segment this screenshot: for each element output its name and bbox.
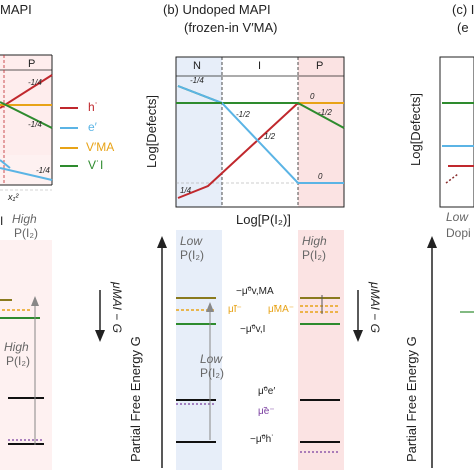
panel-b-title: (b) Undoped MAPI xyxy=(163,2,271,17)
b-low2-label: Low xyxy=(200,352,223,366)
a-legend-vi: V˙I xyxy=(88,158,104,172)
b-right-label: μMAI − G xyxy=(368,282,382,333)
b-slope-3: -1/2 xyxy=(236,110,250,119)
b-slope-1: 1/4 xyxy=(180,186,192,195)
b-plot-frame xyxy=(175,56,345,208)
panel-b-subtitle: (frozen-in V′MA) xyxy=(184,20,278,35)
b-high-sub: P(I₂) xyxy=(302,248,326,262)
b-energy-label: Partial Free Energy G xyxy=(128,336,143,462)
a-vi-line xyxy=(0,101,53,129)
a-x-tick: x₁² xyxy=(8,192,19,202)
b-region-p-bg xyxy=(298,57,344,207)
a-high-sub: P(I₂) xyxy=(14,226,38,240)
b-x-label: Log[P(I₂)] xyxy=(236,212,291,227)
b-level-1: −μ̃⁰v,MA xyxy=(236,286,274,297)
b-low-sub: P(I₂) xyxy=(180,248,204,262)
b-level-4: −μ̃⁰v,I xyxy=(240,324,266,335)
panel-a-title: MAPI xyxy=(0,2,32,17)
a-high2-label: High xyxy=(4,340,29,354)
a-e-line xyxy=(0,167,53,181)
a-legend-vma: V′MA xyxy=(86,140,115,154)
c-energy-label: Partial Free Energy G xyxy=(404,336,419,462)
a-y-label: μMAI − G xyxy=(110,282,124,333)
b-level-7: −μ̃⁰h˙ xyxy=(250,434,275,445)
b-region-p: P xyxy=(316,60,324,72)
b-energy-low-bg xyxy=(176,230,222,470)
b-high-label: High xyxy=(302,234,327,248)
b-level-5: μ̃⁰e′ xyxy=(258,386,276,397)
b-e-line xyxy=(177,85,344,184)
a-slope-2: -1/4 xyxy=(28,120,42,129)
b-energy-high-bg xyxy=(298,230,344,470)
c-x-sub: Dopi xyxy=(446,226,471,240)
b-region-i: I xyxy=(258,60,262,72)
c-y-label: Log[Defects] xyxy=(408,93,423,166)
panel-a-legend xyxy=(60,107,78,167)
b-slope-6: 0 xyxy=(310,92,315,101)
b-y-label: Log[Defects] xyxy=(144,95,159,168)
a-left-mark: I xyxy=(0,214,4,228)
b-slope-7: 0 xyxy=(318,172,323,181)
a-high-label: High xyxy=(12,212,37,226)
b-low-label: Low xyxy=(180,234,203,248)
b-slope-2: -1/4 xyxy=(190,76,204,85)
a-h-line xyxy=(0,74,53,109)
b-level-2: μ̃I⁻ xyxy=(228,304,242,315)
panel-c-subtitle: (e xyxy=(457,20,469,35)
a-high2-sub: P(I₂) xyxy=(6,354,30,368)
a-legend-h: h˙ xyxy=(88,100,99,114)
b-slope-5: -1/2 xyxy=(318,108,332,117)
b-region-n-bg xyxy=(176,57,222,207)
b-slope-4: 1/2 xyxy=(264,132,276,141)
a-slope-3: -1/4 xyxy=(36,166,50,175)
b-low2-sub: P(I₂) xyxy=(200,366,224,380)
c-x-label: Low xyxy=(446,210,469,224)
a-slope-1: -1/4 xyxy=(28,78,42,87)
panel-c-title: (c) I xyxy=(452,2,474,17)
a-legend-e: e′ xyxy=(88,120,97,134)
a-region-p: P xyxy=(28,58,36,70)
b-region-n: N xyxy=(193,60,201,72)
b-level-6: μ̃e⁻ xyxy=(258,406,275,417)
b-level-3: μ̃MA⁻ xyxy=(268,304,295,315)
